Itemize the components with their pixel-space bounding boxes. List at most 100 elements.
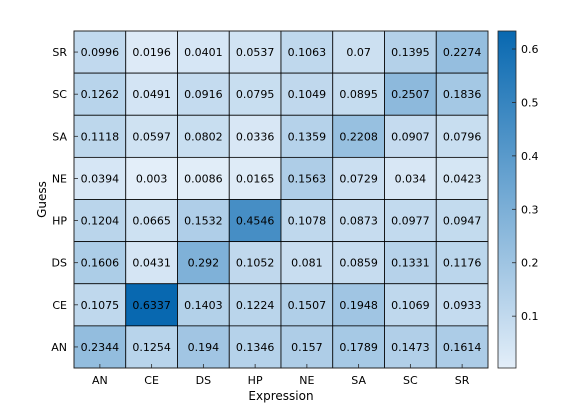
cell-value-label: 0.2344 (81, 341, 120, 354)
cell-value-label: 0.0665 (132, 215, 171, 228)
heatmap-cell (384, 199, 437, 243)
y-axis-label: Guess (35, 181, 49, 218)
heatmap-cell (280, 199, 334, 243)
heatmap-cell (384, 283, 437, 327)
colorbar-ticks: 0.1 0.2 0.3 0.4 0.5 0.6 (512, 43, 539, 323)
heatmap-cell (280, 114, 334, 158)
heatmap-cell (435, 30, 489, 74)
colorbar-tick-label: 0.1 (521, 310, 539, 323)
y-tick-label: DS (52, 257, 67, 270)
cell-value-label: 0.1403 (184, 299, 223, 312)
cell-value-label: 0.0802 (184, 130, 223, 143)
heatmap-cell (435, 199, 489, 243)
heatmap-cell (228, 114, 282, 158)
cell-value-label: 0.1606 (81, 257, 120, 270)
cell-value-label: 0.07 (346, 46, 371, 59)
heatmap-cell (332, 241, 385, 285)
cell-value-label: 0.0431 (132, 257, 171, 270)
x-tick-label: AN (92, 374, 108, 387)
cell-value-label: 0.1614 (443, 341, 482, 354)
heatmap-cell (280, 156, 334, 200)
x-tick-label: HP (248, 374, 263, 387)
x-tick-label: SR (455, 374, 470, 387)
cell-value-label: 0.292 (188, 257, 220, 270)
colorbar-tick-label: 0.3 (521, 203, 539, 216)
colorbar (497, 30, 517, 369)
cell-value-label: 0.1176 (443, 257, 482, 270)
cell-value-label: 0.1359 (288, 130, 327, 143)
x-axis-label: Expression (248, 389, 313, 403)
cell-value-label: 0.1789 (339, 341, 378, 354)
cell-value-label: 0.0537 (236, 46, 275, 59)
heatmap-cells (73, 30, 489, 369)
cell-value-label: 0.1507 (288, 299, 327, 312)
heatmap-cell (125, 283, 178, 327)
cell-value-label: 0.1118 (81, 130, 120, 143)
heatmap-cell (280, 283, 334, 327)
cell-value-label: 0.1262 (81, 88, 120, 101)
y-tick-label: SR (52, 46, 67, 59)
cell-value-label: 0.0977 (391, 215, 430, 228)
colorbar-tick-label: 0.5 (521, 96, 539, 109)
heatmap-cell (125, 114, 178, 158)
heatmap-cell (177, 325, 230, 369)
heatmap-cell (125, 72, 178, 116)
cell-value-label: 0.1224 (236, 299, 275, 312)
cell-value-label: 0.194 (188, 341, 220, 354)
cell-value-label: 0.0859 (339, 257, 378, 270)
cell-value-label: 0.0491 (132, 88, 171, 101)
plot-frame (73, 30, 489, 369)
heatmap-cell (177, 241, 230, 285)
cell-value-label: 0.0907 (391, 130, 430, 143)
heatmap-cell (332, 114, 385, 158)
heatmap-cell (125, 241, 178, 285)
cell-value-label: 0.1346 (236, 341, 275, 354)
heatmap-cell-labels: 0.0996 0.0196 0.0401 0.0537 0.1063 0.07 0.1395… (81, 46, 482, 354)
heatmap-cell (435, 325, 489, 369)
heatmap-cell (384, 156, 437, 200)
x-tick-label: SA (351, 374, 366, 387)
cell-value-label: 0.1052 (236, 257, 275, 270)
cell-value-label: 0.1331 (391, 257, 430, 270)
cell-value-label: 0.0729 (339, 172, 378, 185)
cell-value-label: 0.4546 (236, 215, 275, 228)
heatmap-cell (228, 199, 282, 243)
cell-value-label: 0.0895 (339, 88, 378, 101)
y-tick-label: HP (52, 215, 67, 228)
cell-value-label: 0.034 (395, 172, 427, 185)
x-axis-ticks: AN CE DS HP NE SA SC SR (92, 364, 470, 387)
cell-value-label: 0.6337 (132, 299, 171, 312)
colorbar-tick-label: 0.4 (521, 150, 539, 163)
heatmap-cell (435, 241, 489, 285)
cell-value-label: 0.1395 (391, 46, 430, 59)
cell-value-label: 0.2208 (339, 130, 378, 143)
cell-value-label: 0.0873 (339, 215, 378, 228)
heatmap-cell (177, 283, 230, 327)
cell-value-label: 0.1836 (443, 88, 482, 101)
cell-value-label: 0.1532 (184, 215, 223, 228)
y-axis-ticks: SR SC SA NE HP DS CE AN (51, 46, 78, 354)
y-tick-label: SC (52, 88, 67, 101)
heatmap-cell (435, 72, 489, 116)
heatmap-cell (73, 283, 127, 327)
cell-value-label: 0.0947 (443, 215, 482, 228)
x-tick-label: DS (196, 374, 211, 387)
cell-value-label: 0.2274 (443, 46, 482, 59)
colorbar-tick-label: 0.6 (521, 43, 539, 56)
y-tick-label: AN (51, 341, 67, 354)
cell-value-label: 0.0401 (184, 46, 223, 59)
cell-value-label: 0.157 (291, 341, 323, 354)
cell-value-label: 0.0996 (81, 46, 120, 59)
cell-value-label: 0.1473 (391, 341, 430, 354)
cell-value-label: 0.1069 (391, 299, 430, 312)
cell-value-label: 0.0916 (184, 88, 223, 101)
cell-value-label: 0.0165 (236, 172, 275, 185)
heatmap-cell (332, 283, 385, 327)
cell-value-label: 0.1078 (288, 215, 327, 228)
heatmap-cell (228, 156, 282, 200)
heatmap-cell (280, 325, 334, 369)
cell-value-label: 0.1049 (288, 88, 327, 101)
x-tick-label: NE (299, 374, 314, 387)
heatmap-cell (435, 283, 489, 327)
